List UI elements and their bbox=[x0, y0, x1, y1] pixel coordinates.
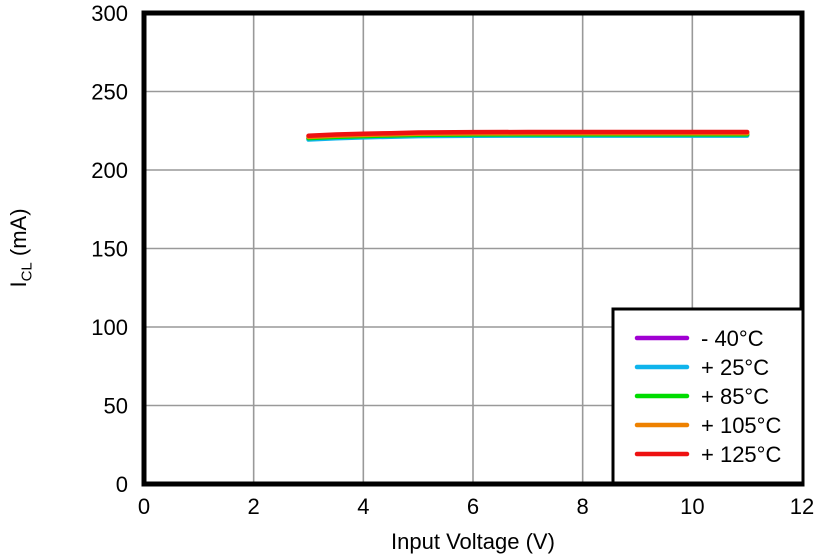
x-tick-label: 4 bbox=[357, 494, 369, 519]
y-tick-label: 250 bbox=[91, 80, 128, 105]
x-tick-label: 6 bbox=[467, 494, 479, 519]
y-tick-label: 200 bbox=[91, 158, 128, 183]
y-tick-label: 0 bbox=[116, 472, 128, 497]
y-tick-label: 300 bbox=[91, 1, 128, 26]
x-axis-title: Input Voltage (V) bbox=[391, 529, 555, 554]
x-tick-label: 2 bbox=[248, 494, 260, 519]
y-axis-title: ICL (mA) bbox=[6, 168, 36, 328]
legend-label: + 85°C bbox=[701, 384, 769, 409]
series-line-4 bbox=[306, 129, 750, 139]
y-tick-label: 150 bbox=[91, 237, 128, 262]
plot-border bbox=[141, 10, 805, 487]
y-axis-subscript: CL bbox=[18, 262, 36, 282]
x-tick-label: 8 bbox=[577, 494, 589, 519]
legend-label: + 25°C bbox=[701, 355, 769, 380]
y-axis-unit: (mA) bbox=[6, 208, 31, 263]
y-tick-label: 100 bbox=[91, 315, 128, 340]
legend-label: + 125°C bbox=[701, 442, 781, 467]
y-axis-symbol: I bbox=[6, 281, 31, 288]
y-tick-label: 50 bbox=[104, 394, 128, 419]
x-tick-label: 10 bbox=[680, 494, 704, 519]
x-tick-label: 12 bbox=[790, 494, 814, 519]
legend-label: - 40°C bbox=[701, 326, 764, 351]
x-tick-label: 0 bbox=[138, 494, 150, 519]
legend-label: + 105°C bbox=[701, 413, 781, 438]
